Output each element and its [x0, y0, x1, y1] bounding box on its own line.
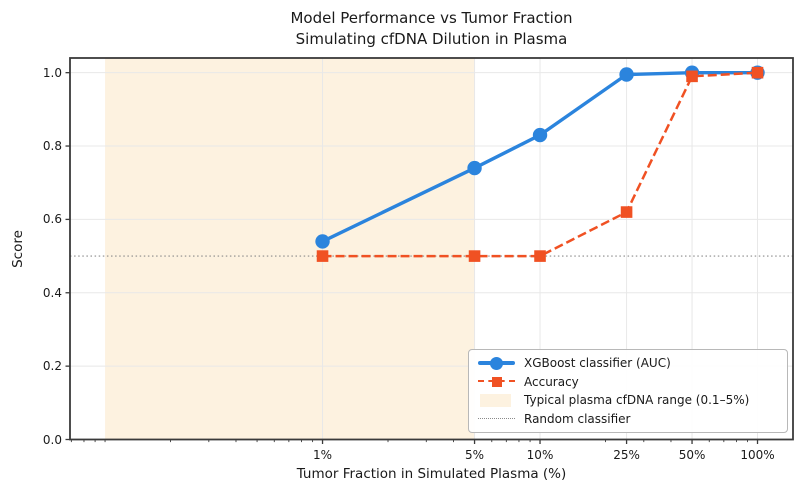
legend-label-band: Typical plasma cfDNA range (0.1–5%)	[524, 393, 750, 408]
cfdna-range-band	[105, 58, 475, 440]
auc-data-point	[532, 127, 548, 143]
x-tick-label: 25%	[613, 447, 640, 462]
x-tick-label: 50%	[678, 447, 706, 462]
legend-sample-random	[478, 411, 515, 426]
random-dotted-swatch-icon	[478, 418, 515, 420]
legend-label-random: Random classifier	[524, 411, 631, 426]
accuracy-data-point	[316, 250, 329, 262]
legend-sample-band	[478, 393, 515, 408]
legend-item-auc: XGBoost classifier (AUC)	[469, 356, 787, 371]
accuracy-data-point	[468, 250, 481, 262]
y-tick-label: 1.0	[42, 65, 62, 80]
accuracy-data-point	[686, 70, 698, 83]
legend-label-auc: XGBoost classifier (AUC)	[524, 356, 671, 371]
legend-item-accuracy: Accuracy	[469, 374, 787, 389]
chart-subtitle: Simulating cfDNA Dilution in Plasma	[295, 30, 568, 48]
accuracy-data-point	[534, 250, 546, 262]
legend-label-accuracy: Accuracy	[524, 374, 579, 389]
y-tick-label: 0.4	[42, 285, 62, 300]
legend-item-random: Random classifier	[469, 411, 787, 426]
auc-data-point	[619, 67, 634, 82]
y-tick-label: 0.0	[42, 432, 62, 447]
y-tick-label: 0.2	[42, 359, 62, 374]
band-swatch-icon	[480, 393, 511, 407]
auc-series-line	[320, 70, 760, 244]
chart-title: Model Performance vs Tumor Fraction	[290, 9, 573, 27]
x-tick-label: 1%	[313, 447, 333, 462]
accuracy-data-point	[620, 206, 633, 218]
x-tick-label: 100%	[740, 447, 775, 462]
auc-circle-marker-icon	[490, 356, 503, 370]
y-tick-label: 0.8	[42, 139, 62, 154]
accuracy-data-point	[751, 66, 764, 79]
x-tick-label: 5%	[465, 447, 485, 462]
legend-sample-accuracy	[478, 374, 515, 389]
x-axis-label: Tumor Fraction in Simulated Plasma (%)	[296, 466, 567, 482]
accuracy-square-marker-icon	[491, 376, 502, 387]
accuracy-series-line	[322, 71, 758, 258]
legend: XGBoost classifier (AUC) Accuracy Typica…	[468, 349, 788, 433]
auc-data-point	[467, 160, 482, 176]
legend-item-band: Typical plasma cfDNA range (0.1–5%)	[469, 393, 787, 408]
y-tick-label: 0.6	[42, 212, 62, 227]
plot-frame	[69, 57, 794, 441]
x-tick-label: 10%	[526, 447, 554, 462]
auc-data-point	[315, 234, 330, 249]
y-axis-label: Score	[10, 230, 26, 268]
legend-sample-auc	[478, 356, 515, 371]
